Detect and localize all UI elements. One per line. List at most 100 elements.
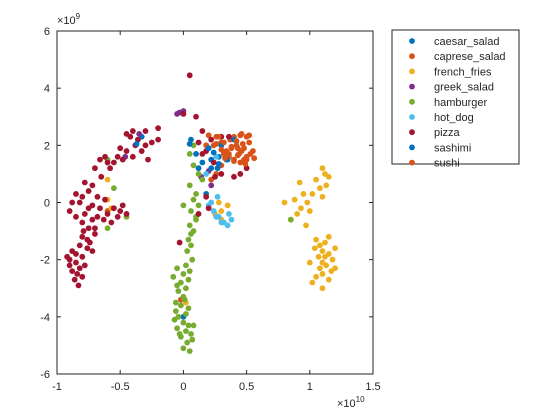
data-point — [213, 153, 220, 160]
data-point — [213, 141, 220, 147]
data-point — [172, 308, 179, 315]
data-point — [183, 285, 189, 292]
data-point — [69, 199, 76, 206]
data-point — [73, 213, 79, 220]
data-point — [234, 152, 241, 159]
data-point — [294, 211, 301, 217]
data-point — [142, 142, 149, 149]
data-point — [251, 155, 258, 162]
x-axis-exponent: ×1010 — [337, 395, 365, 410]
data-point — [214, 165, 221, 172]
data-point — [171, 316, 178, 323]
data-point — [79, 219, 86, 226]
data-point — [210, 159, 217, 166]
data-point — [281, 199, 288, 206]
data-point — [188, 208, 194, 214]
legend-marker — [409, 38, 415, 44]
data-point — [69, 268, 76, 274]
data-point — [79, 233, 86, 240]
data-point — [117, 145, 124, 152]
legend-marker — [409, 98, 415, 105]
data-point — [89, 216, 96, 223]
legend-label: pizza — [434, 127, 461, 139]
y-tick-label: 4 — [44, 83, 50, 95]
data-point — [306, 208, 313, 214]
data-point — [193, 191, 199, 197]
data-point — [210, 149, 217, 156]
legend-entry-sashimi: sashimi — [409, 142, 471, 154]
data-point — [298, 205, 304, 212]
legend-entry-hot-dog: hot_dog — [409, 112, 474, 124]
y-tick-label: 6 — [44, 26, 50, 38]
x-exponent-power: 10 — [356, 395, 365, 404]
legend-entry-pizza: pizza — [409, 127, 461, 139]
data-point — [238, 148, 245, 154]
data-point — [180, 271, 187, 277]
data-point — [176, 239, 183, 246]
data-point — [218, 171, 225, 177]
data-point — [129, 153, 136, 160]
data-point — [188, 331, 194, 337]
legend-entry-french-fries: french_fries — [409, 66, 492, 78]
x-axis-ticks: -1 -0.5 0 0.5 1 1.5 — [52, 31, 381, 393]
legend-entry-caprese-salad: caprese_salad — [409, 51, 506, 63]
data-point — [73, 191, 79, 197]
legend-entry-greek-salad: greek_salad — [409, 82, 494, 94]
data-point — [319, 248, 326, 254]
data-point — [180, 202, 187, 209]
data-point — [186, 151, 193, 157]
data-point — [107, 165, 113, 172]
data-point — [193, 216, 199, 223]
data-point — [309, 279, 316, 286]
data-point — [195, 171, 202, 177]
data-point — [300, 191, 307, 197]
data-point — [64, 253, 71, 260]
data-point — [123, 211, 130, 217]
data-point — [174, 325, 180, 332]
data-point — [172, 299, 179, 306]
data-point — [142, 128, 149, 134]
legend-marker — [409, 83, 415, 90]
data-point — [81, 179, 88, 186]
data-point — [323, 262, 330, 269]
data-point — [75, 282, 82, 289]
y-tick-label: -4 — [40, 312, 50, 324]
legend-label: caesar_salad — [434, 36, 499, 48]
legend-label: greek_salad — [434, 82, 494, 94]
data-point — [97, 156, 103, 163]
data-point — [226, 133, 232, 140]
data-point — [214, 193, 221, 200]
data-point — [183, 311, 189, 317]
data-point — [84, 245, 91, 252]
data-point — [332, 245, 338, 252]
data-point — [228, 143, 235, 150]
data-point — [184, 248, 191, 254]
data-point — [190, 322, 197, 329]
data-point — [319, 271, 326, 277]
data-point — [190, 196, 197, 203]
data-point — [185, 305, 192, 312]
data-point — [186, 141, 193, 147]
data-point — [155, 125, 162, 132]
data-point — [66, 208, 73, 214]
legend-marker — [409, 114, 415, 120]
legend-entry-sushi: sushi — [409, 158, 460, 170]
data-point — [186, 222, 193, 229]
data-point — [226, 211, 232, 217]
data-point — [313, 273, 320, 280]
data-point — [92, 231, 98, 237]
data-point — [215, 133, 222, 140]
data-point — [313, 236, 320, 243]
data-point — [237, 171, 244, 177]
data-point — [104, 176, 111, 183]
data-point — [332, 265, 338, 272]
data-point — [287, 216, 294, 223]
data-point — [246, 139, 253, 146]
data-point — [94, 213, 101, 220]
data-point — [102, 153, 108, 160]
data-point — [195, 165, 202, 172]
data-point — [195, 211, 202, 217]
data-point — [180, 345, 187, 352]
series-hot-dog — [203, 153, 235, 229]
data-point — [100, 216, 107, 223]
